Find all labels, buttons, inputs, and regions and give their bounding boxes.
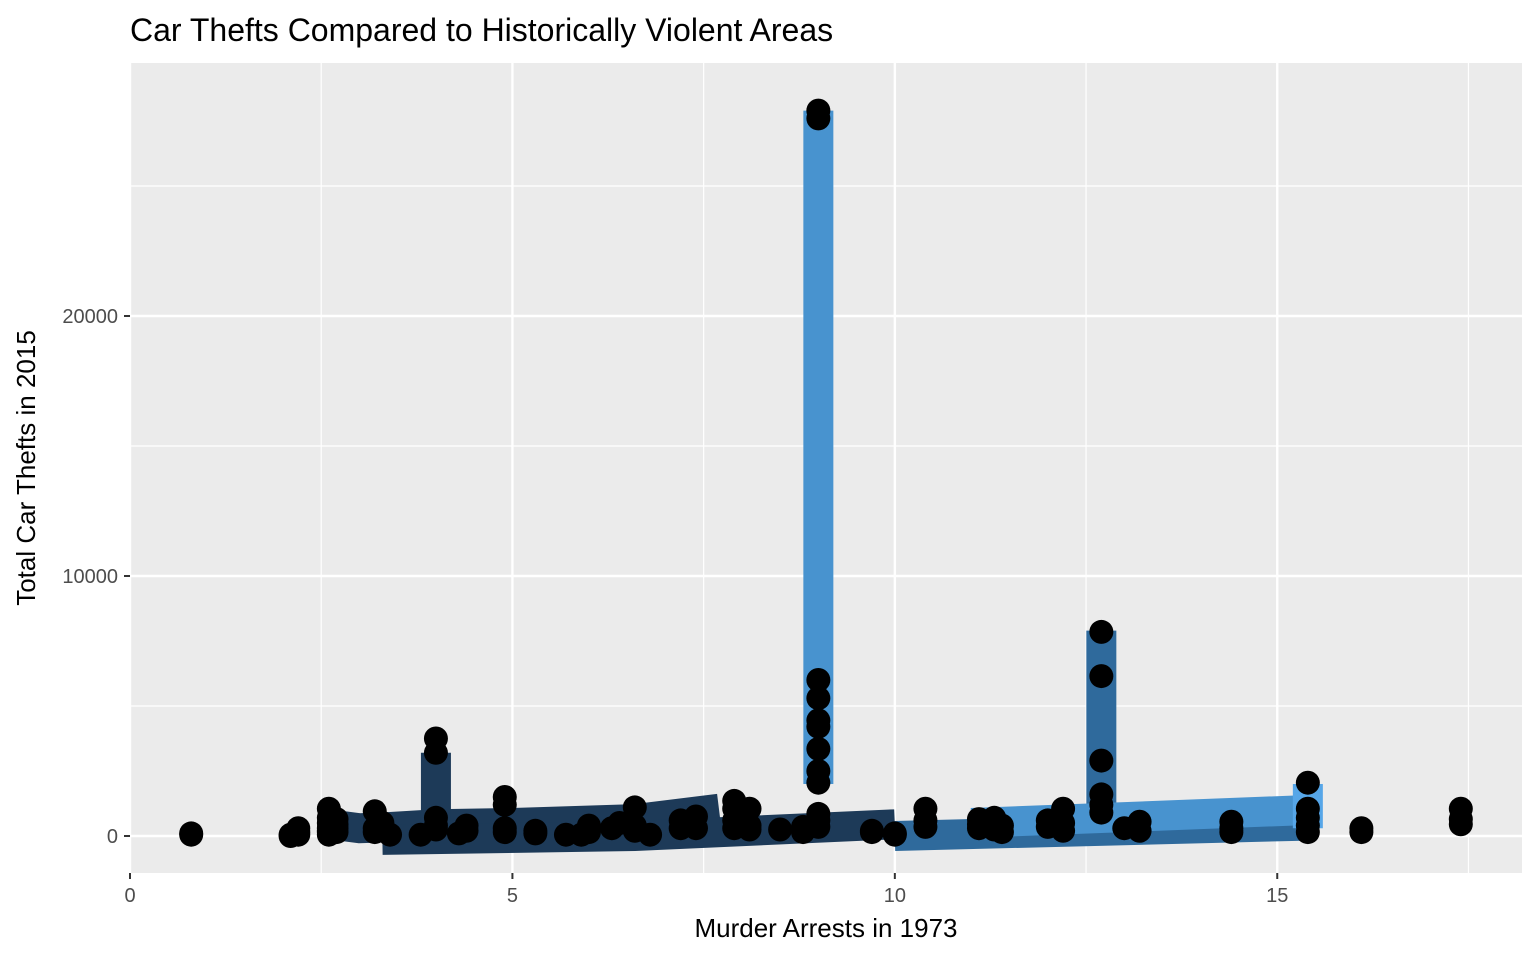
data-point xyxy=(859,820,884,845)
y-tick-label: 10000 xyxy=(62,566,118,588)
data-point xyxy=(683,804,708,829)
data-point xyxy=(523,818,548,843)
data-point xyxy=(806,801,831,826)
y-tick-label: 0 xyxy=(107,826,118,848)
data-point xyxy=(492,816,517,841)
data-point xyxy=(1127,809,1152,834)
data-point xyxy=(1295,796,1320,821)
data-point xyxy=(882,821,907,846)
x-tick-label: 15 xyxy=(1266,885,1288,907)
data-point xyxy=(454,813,479,838)
data-point xyxy=(576,813,601,838)
data-point xyxy=(806,98,831,123)
data-point xyxy=(989,813,1014,838)
data-point xyxy=(1051,796,1076,821)
data-point xyxy=(806,708,831,733)
data-point xyxy=(1295,770,1320,795)
data-point xyxy=(737,796,762,821)
data-point xyxy=(179,821,204,846)
data-point xyxy=(286,816,311,841)
data-point xyxy=(423,726,448,751)
data-point xyxy=(638,822,663,847)
data-point xyxy=(324,807,349,832)
data-point xyxy=(1448,796,1473,821)
chart-title: Car Thefts Compared to Historically Viol… xyxy=(130,12,833,48)
y-axis: 0 10000 20000 xyxy=(62,306,130,848)
x-tick-label: 5 xyxy=(507,885,518,907)
data-point xyxy=(806,686,831,711)
x-axis-title: Murder Arrests in 1973 xyxy=(694,913,957,943)
data-points xyxy=(179,98,1473,848)
x-tick-label: 10 xyxy=(884,885,906,907)
y-tick-label: 20000 xyxy=(62,306,118,328)
x-tick-label: 0 xyxy=(124,885,135,907)
data-point xyxy=(806,759,831,783)
data-point xyxy=(806,668,831,692)
data-point xyxy=(737,817,762,842)
data-point xyxy=(1089,619,1114,644)
data-point xyxy=(1089,782,1114,807)
data-point xyxy=(622,795,647,820)
data-point xyxy=(1089,748,1114,773)
data-point xyxy=(1349,816,1374,841)
data-point xyxy=(423,805,448,830)
data-point xyxy=(1219,809,1244,834)
x-axis: 0 5 10 15 xyxy=(124,873,1288,907)
data-point xyxy=(768,817,793,842)
data-point xyxy=(1089,664,1114,689)
data-point xyxy=(492,785,517,809)
data-point xyxy=(913,796,938,821)
data-point xyxy=(378,822,403,847)
data-point xyxy=(806,736,831,761)
y-axis-title: Total Car Thefts in 2015 xyxy=(11,330,41,606)
